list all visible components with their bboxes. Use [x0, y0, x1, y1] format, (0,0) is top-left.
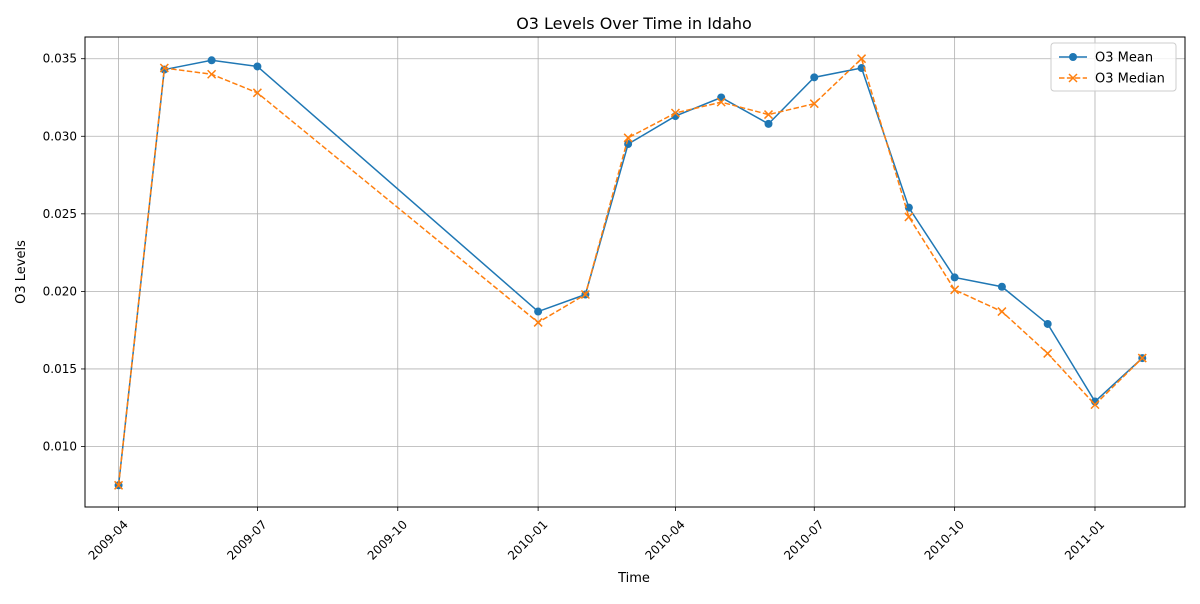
- x-axis: 2009-04 2009-07 2009-10 2010-01 2010-04 2010-…: [86, 507, 1107, 563]
- series-o3-median: [114, 54, 1147, 490]
- grid: [85, 37, 1185, 507]
- data-point: [252, 88, 262, 98]
- series-line: [117, 57, 1143, 486]
- series-o3-mean: [114, 56, 1147, 490]
- data-point: [670, 108, 680, 118]
- data-point: [904, 212, 914, 222]
- y-tick-label: 0.015: [43, 362, 77, 376]
- data-point: [857, 54, 867, 64]
- x-tick-label: 2010-10: [922, 517, 967, 562]
- series-line: [117, 59, 1143, 486]
- data-point: [950, 273, 959, 282]
- x-tick-label: 2009-10: [365, 517, 410, 562]
- plot-series: [114, 54, 1147, 490]
- y-tick-label: 0.025: [43, 207, 77, 221]
- data-point: [904, 203, 913, 212]
- y-tick-label: 0.030: [43, 129, 77, 143]
- data-point: [810, 73, 819, 82]
- data-point: [997, 307, 1007, 317]
- plot-frame: [84, 36, 1186, 508]
- legend-item: O3 Median: [1059, 72, 1165, 87]
- data-point: [207, 56, 216, 65]
- legend-box: [1050, 42, 1177, 92]
- chart-title: O3 Levels Over Time in Idaho: [516, 14, 752, 33]
- data-point: [997, 282, 1006, 291]
- x-tick-label: 2010-01: [505, 517, 550, 562]
- legend-marker: [1069, 53, 1077, 61]
- data-point: [114, 480, 124, 490]
- y-axis: 0.010 0.015 0.020 0.025 0.030 0.035: [43, 52, 85, 454]
- legend-label: O3 Median: [1095, 72, 1165, 87]
- legend-marker: [1068, 73, 1078, 83]
- legend-item: O3 Mean: [1059, 51, 1153, 66]
- x-tick-label: 2009-04: [86, 517, 131, 562]
- data-point: [764, 119, 773, 128]
- y-tick-label: 0.035: [43, 52, 77, 66]
- legend-label: O3 Mean: [1095, 51, 1153, 66]
- data-point: [624, 140, 633, 149]
- data-point: [1090, 400, 1100, 410]
- y-tick-label: 0.020: [43, 284, 77, 298]
- data-point: [1043, 319, 1052, 328]
- x-tick-label: 2011-01: [1062, 517, 1107, 562]
- data-point: [159, 63, 169, 73]
- x-tick-label: 2009-07: [224, 517, 269, 562]
- x-tick-label: 2010-04: [642, 517, 687, 562]
- data-point: [809, 99, 819, 109]
- data-point: [253, 62, 262, 71]
- data-point: [207, 69, 217, 79]
- data-point: [1137, 353, 1147, 363]
- x-tick-label: 2010-07: [781, 517, 826, 562]
- data-point: [763, 110, 774, 120]
- data-point: [1043, 348, 1053, 358]
- y-axis-label: O3 Levels: [14, 240, 29, 304]
- data-point: [950, 285, 960, 295]
- x-axis-label: Time: [617, 571, 650, 586]
- data-point: [534, 307, 543, 316]
- data-point: [580, 289, 590, 300]
- data-point: [533, 317, 543, 327]
- y-tick-label: 0.010: [43, 440, 77, 454]
- data-point: [623, 133, 633, 143]
- data-point: [716, 97, 726, 107]
- data-point: [857, 64, 866, 73]
- legend: O3 Mean O3 Median: [1050, 42, 1177, 92]
